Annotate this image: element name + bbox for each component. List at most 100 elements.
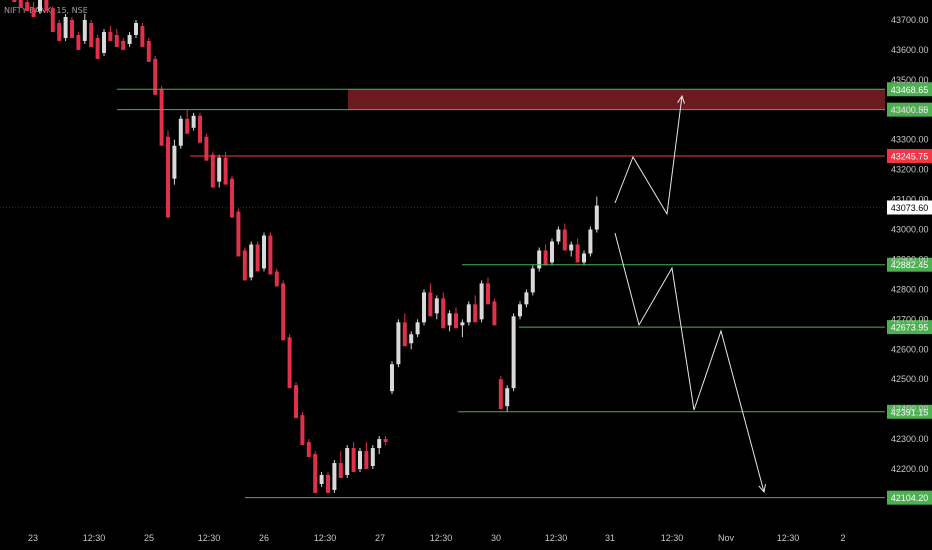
candle-body	[524, 292, 529, 305]
x-tick-label: 30	[491, 533, 501, 543]
y-tick-label: 42800.00	[891, 284, 929, 294]
y-tick-label: 43400.00	[891, 105, 929, 115]
candle-body	[134, 22, 138, 35]
candle-body	[108, 31, 113, 41]
y-tick-label: 42300.00	[891, 434, 929, 444]
candle-body	[191, 115, 196, 128]
y-tick-label: 43700.00	[891, 15, 929, 25]
level-price-tag	[887, 82, 932, 97]
x-tick-label: 12:30	[314, 533, 337, 543]
candle-body	[537, 250, 542, 269]
candle-body	[204, 136, 209, 161]
last-price-tag	[887, 200, 932, 215]
candle-body	[434, 298, 439, 314]
x-tick-label: 12:30	[198, 533, 221, 543]
candle-body	[358, 451, 362, 469]
candle-body	[114, 34, 119, 47]
candle-body	[466, 304, 471, 323]
x-tick-label: 2	[840, 533, 845, 543]
projection-path	[614, 232, 765, 493]
candle-body	[319, 474, 324, 484]
candle-body	[473, 304, 478, 323]
level-price-label: 43468.65	[891, 85, 929, 95]
candle-body	[505, 388, 510, 407]
candle-body	[306, 442, 311, 458]
y-tick-label: 42900.00	[891, 254, 929, 264]
y-tick-label: 42200.00	[891, 464, 929, 474]
level-price-tag	[887, 257, 932, 272]
candle-body	[287, 337, 292, 389]
level-price-label: 43245.75	[891, 151, 929, 161]
candle-body	[281, 283, 286, 341]
candle-body	[76, 34, 81, 50]
candle-body	[25, 2, 30, 12]
candle-body	[230, 178, 234, 218]
candle-body	[217, 157, 222, 182]
y-tick-label: 42700.00	[891, 314, 929, 324]
level-price-label: 42673.95	[891, 323, 929, 333]
candle-body	[556, 229, 561, 242]
candle-body	[178, 118, 183, 146]
candle-body	[294, 385, 298, 419]
candle-body	[31, 8, 36, 18]
candle-body	[447, 313, 452, 326]
level-price-tag	[887, 148, 932, 163]
candle-body	[185, 118, 190, 134]
candle-body	[70, 20, 74, 38]
candle-body	[409, 334, 414, 344]
candle-body	[82, 20, 87, 41]
candle-body	[255, 244, 260, 272]
candle-body	[223, 157, 228, 185]
candle-body	[313, 454, 318, 493]
x-tick-label: 12:30	[661, 533, 684, 543]
candle-body	[383, 439, 388, 443]
candle-body	[441, 298, 446, 329]
last-price-label: 43073.60	[891, 203, 929, 213]
level-price-label: 42391.15	[891, 407, 929, 417]
candle-body	[498, 379, 503, 410]
candle-body	[530, 268, 535, 293]
candle-body	[351, 448, 356, 472]
candle-body	[38, 0, 42, 12]
projection-path	[614, 95, 683, 216]
candle-body	[50, 8, 55, 32]
level-price-tag	[887, 320, 932, 335]
candle-body	[146, 40, 151, 62]
candle-body	[364, 451, 369, 469]
x-tick-label: 12:30	[777, 533, 800, 543]
y-tick-label: 43200.00	[891, 165, 929, 175]
candle-body	[236, 211, 241, 257]
candle-body	[569, 244, 574, 251]
candle-body	[588, 229, 593, 254]
y-tick-label: 42600.00	[891, 344, 929, 354]
level-price-label: 43400.55	[891, 105, 929, 115]
candle-body	[543, 250, 548, 266]
y-tick-label: 42400.00	[891, 404, 929, 414]
y-tick-label: 43000.00	[891, 225, 929, 235]
candle-body	[377, 439, 382, 449]
y-tick-label: 43600.00	[891, 45, 929, 55]
candle-body	[550, 241, 554, 263]
candle-body	[345, 448, 350, 475]
candle-body	[210, 154, 215, 188]
candle-body	[262, 235, 266, 269]
candle-body	[415, 322, 420, 335]
level-price-label: 42882.45	[891, 260, 929, 270]
candle-body	[428, 292, 433, 317]
x-tick-label: 23	[28, 533, 38, 543]
level-price-tag	[887, 102, 932, 117]
x-tick-label: 31	[605, 533, 615, 543]
projection-arrowhead	[677, 94, 686, 104]
candle-body	[332, 463, 337, 490]
candle-body	[370, 448, 375, 467]
candle-body	[492, 301, 497, 326]
supply-zone	[348, 89, 885, 110]
candle-body	[198, 115, 202, 143]
candle-body	[460, 322, 465, 326]
candle-body	[575, 244, 580, 263]
candle-body	[12, 0, 17, 3]
level-price-label: 42104.20	[891, 493, 929, 503]
candle-body	[511, 316, 516, 389]
candle-body	[44, 0, 49, 12]
